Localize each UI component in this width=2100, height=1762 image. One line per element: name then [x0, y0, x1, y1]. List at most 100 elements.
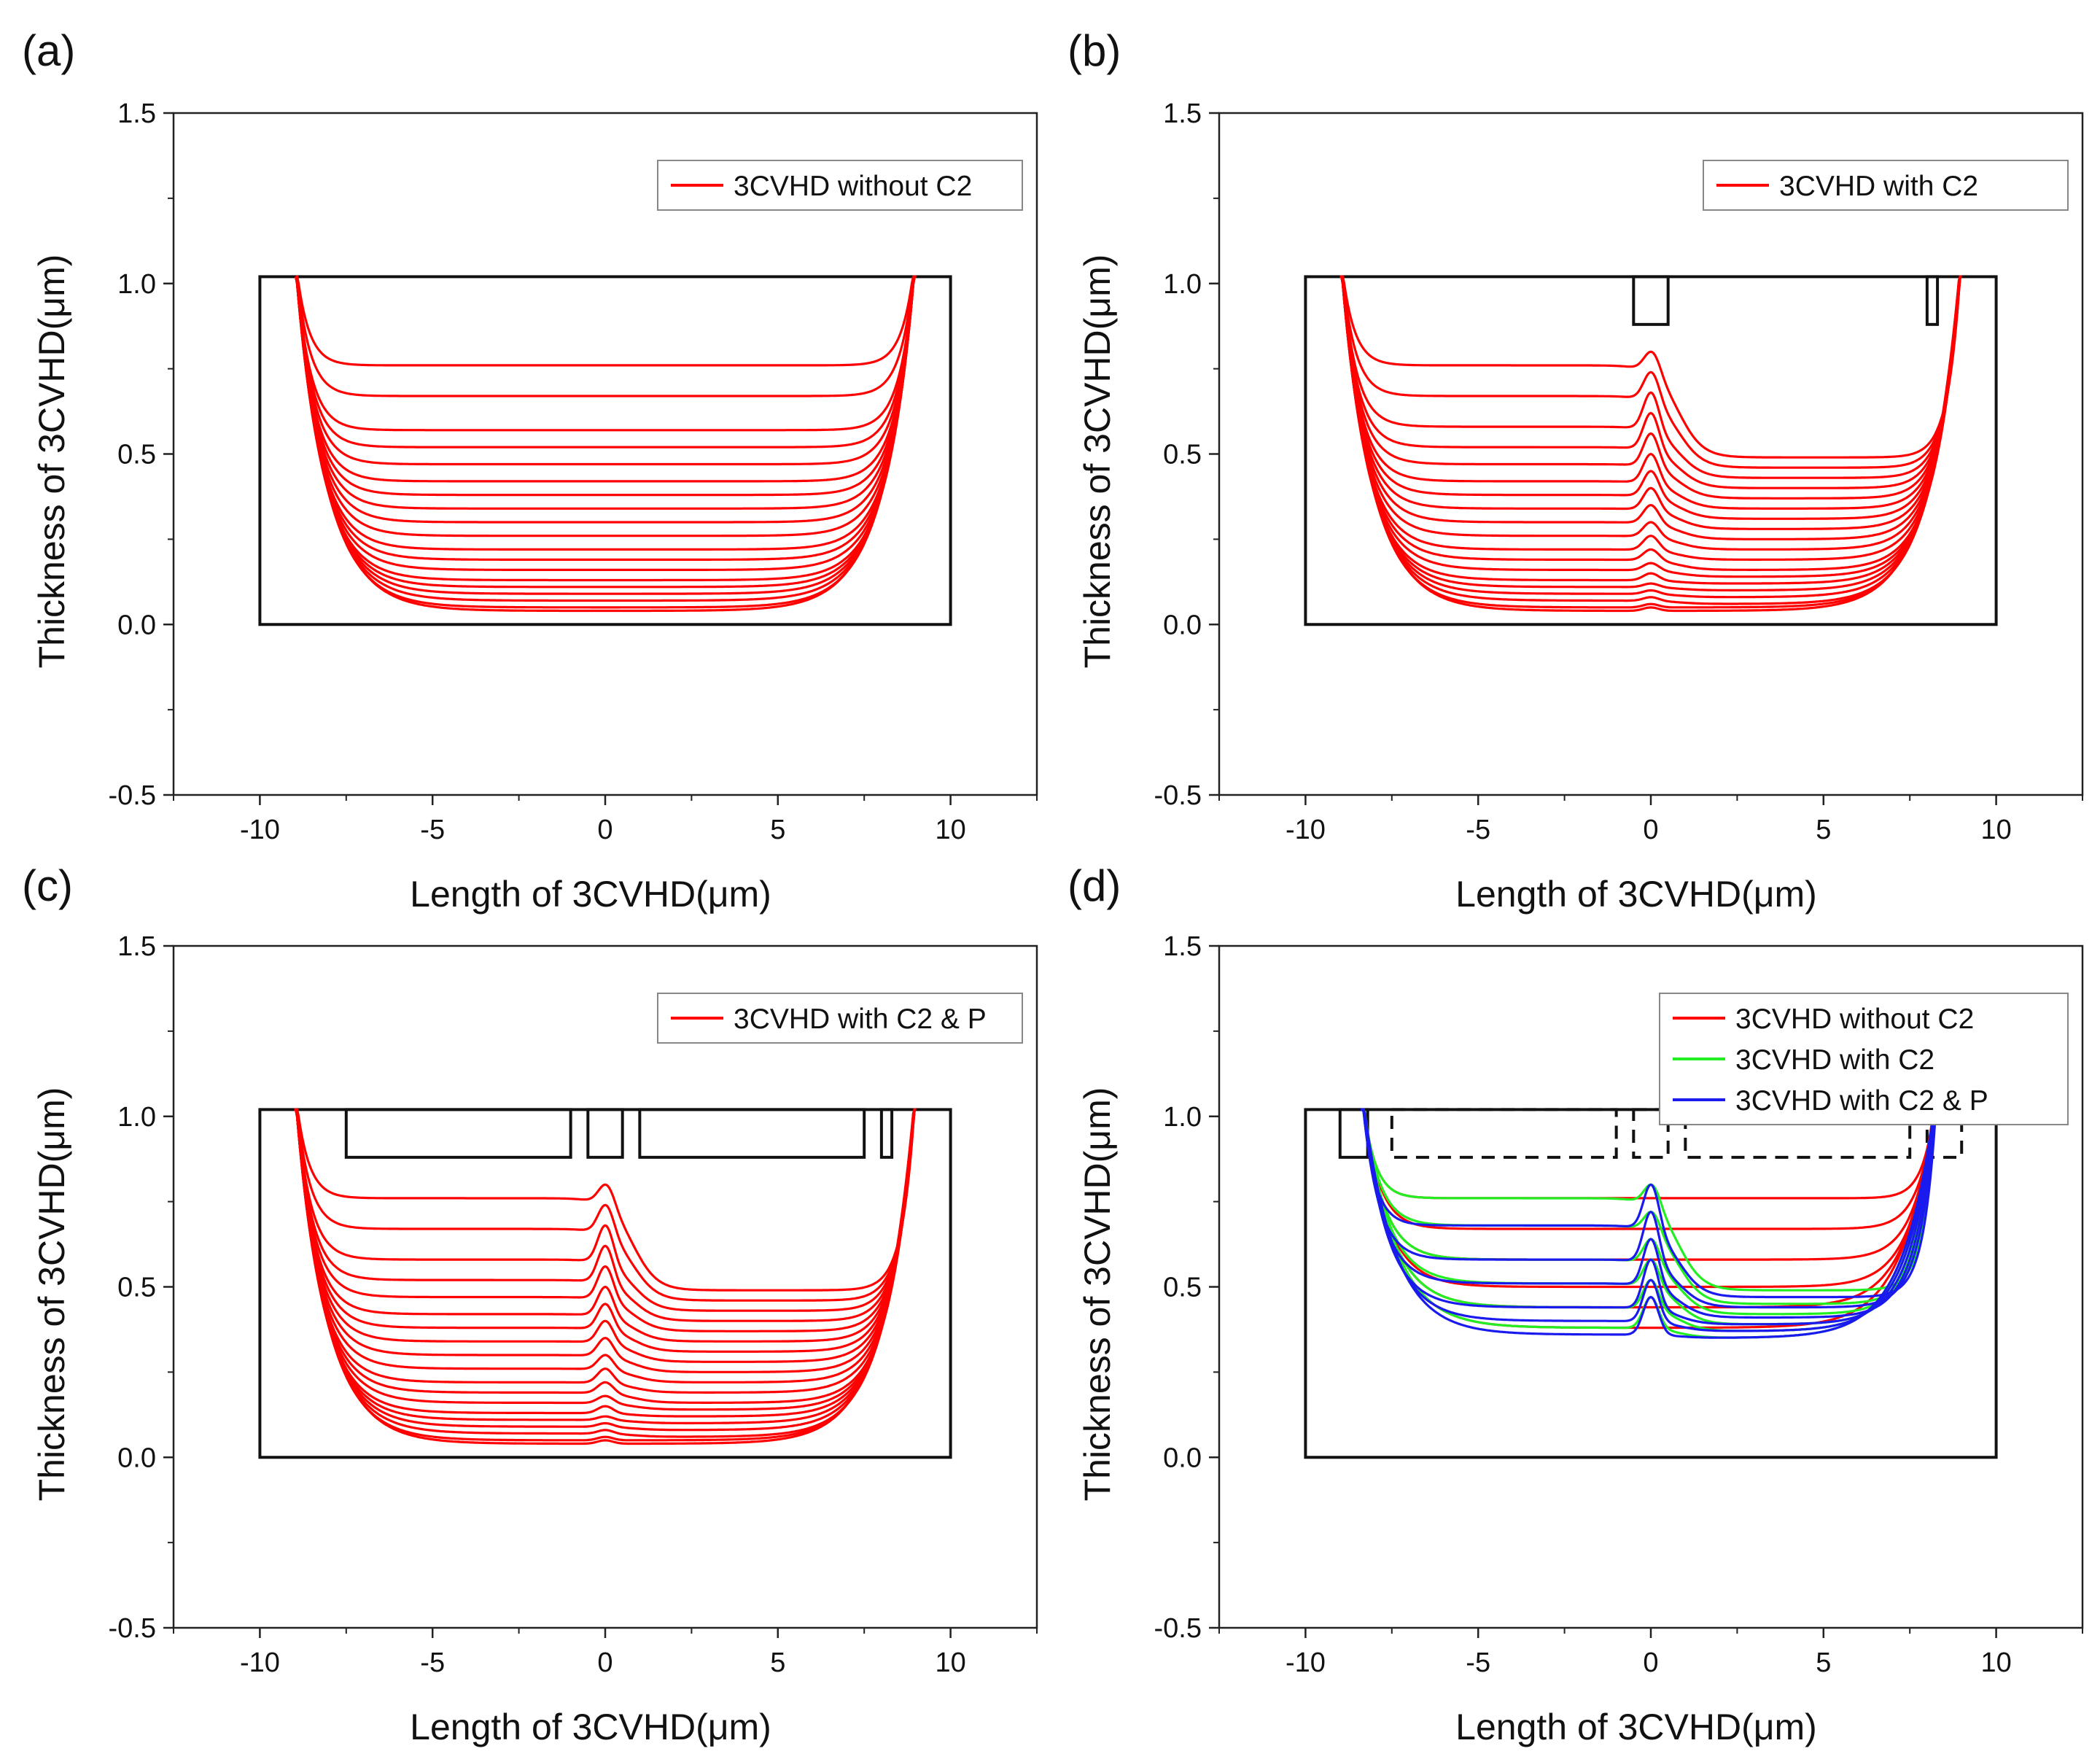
y-axis-label: Thickness of 3CVHD(μm) — [1077, 1087, 1118, 1502]
legend-label: 3CVHD with C2 — [1735, 1044, 1934, 1076]
x-tick-label: 10 — [1980, 815, 2011, 845]
series-line — [295, 275, 917, 582]
series-line — [294, 1108, 917, 1343]
y-tick-label: 0.5 — [1163, 1273, 1202, 1303]
series-line — [295, 275, 917, 589]
series-line — [294, 1108, 917, 1312]
y-axis-label: Thickness of 3CVHD(μm) — [31, 1087, 72, 1502]
contact-electrode — [879, 1108, 894, 1159]
y-tick-label: 1.0 — [117, 1102, 156, 1133]
panel-1: (a) -10 -5 0 5 10 -0.5 0.0 0.5 1.0 1.5 Length of 3C… — [22, 26, 1038, 915]
x-tick-label: 0 — [1643, 1647, 1658, 1678]
x-tick-label: -5 — [1466, 1647, 1490, 1678]
series-3cvhd-with-c2 — [1361, 1108, 1938, 1339]
y-tick-label: -0.5 — [109, 1613, 156, 1644]
series-line — [1361, 1108, 1937, 1339]
series-line — [1339, 275, 1962, 585]
plot-frame — [172, 112, 1038, 796]
series-line — [295, 275, 917, 551]
series-line — [1361, 1108, 1937, 1305]
x-tick-label: 10 — [935, 1647, 965, 1678]
series-line — [1362, 1108, 1937, 1330]
x-tick-label: -5 — [420, 1647, 445, 1678]
panel-4: (d) -10 -5 0 5 10 -0.5 0.0 0.5 1.0 1.5 Length of 3C… — [1068, 861, 2084, 1747]
y-tick-label: -0.5 — [1154, 780, 1202, 811]
contact-electrode — [1632, 275, 1670, 326]
series-line — [1361, 1108, 1937, 1326]
x-tick-label: -10 — [1286, 815, 1326, 845]
legend-label: 3CVHD with C2 — [1779, 171, 1978, 202]
y-tick-label: 0.5 — [117, 1273, 156, 1303]
series-line — [1339, 275, 1962, 479]
series-line — [294, 1108, 917, 1394]
series-line — [294, 1108, 917, 1411]
series-line — [295, 275, 917, 397]
series-line — [1339, 275, 1962, 530]
series-line — [295, 275, 917, 483]
panel-label: (a) — [22, 26, 75, 75]
contact-electrode — [344, 1108, 572, 1159]
series-line — [295, 275, 917, 449]
x-tick-label: 5 — [1816, 815, 1831, 845]
y-tick-label: 1.0 — [1163, 1102, 1202, 1133]
series-line — [295, 275, 917, 609]
series-line — [295, 275, 917, 537]
series-line — [1339, 275, 1962, 459]
series-line — [295, 275, 917, 602]
legend-label: 3CVHD with C2 & P — [1735, 1085, 1988, 1117]
x-tick-label: 0 — [597, 1647, 612, 1678]
series-line — [295, 275, 917, 561]
series-line — [294, 1108, 917, 1424]
series-line — [294, 1108, 917, 1438]
series-line — [294, 1108, 917, 1353]
x-tick-label: 0 — [597, 815, 612, 845]
series-line — [1361, 1108, 1938, 1299]
contact-electrode — [1925, 1108, 1964, 1159]
x-tick-label: -5 — [420, 815, 445, 845]
contact-electrode — [1632, 1108, 1670, 1159]
series-line — [295, 275, 917, 432]
x-tick-label: -10 — [240, 815, 280, 845]
series-line — [294, 1108, 917, 1363]
y-tick-label: 0.0 — [1163, 610, 1202, 640]
contact-electrode — [586, 1108, 624, 1159]
series-line — [294, 1108, 917, 1442]
y-tick-label: 0.0 — [117, 1443, 156, 1473]
x-tick-label: 10 — [1980, 1647, 2011, 1678]
series-line — [1339, 275, 1962, 469]
series-line — [1361, 1108, 1937, 1319]
series-line — [1361, 1108, 1937, 1309]
panel-2: (b) -10 -5 0 5 10 -0.5 0.0 0.5 1.0 1.5 Length of 3C… — [1068, 26, 2084, 915]
y-tick-label: 0.5 — [117, 440, 156, 470]
y-tick-label: 1.5 — [1163, 931, 1202, 962]
series-line — [295, 275, 917, 613]
x-tick-label: -10 — [240, 1647, 280, 1678]
series-3cvhd-without-c2 — [295, 275, 917, 613]
series-line — [295, 275, 917, 595]
legend-label: 3CVHD without C2 — [1735, 1004, 1974, 1035]
series-line — [294, 1108, 917, 1383]
y-tick-label: 1.5 — [1163, 98, 1202, 129]
series-line — [1339, 275, 1962, 571]
series-3cvhd-without-c2 — [1362, 1108, 1937, 1330]
legend-label: 3CVHD with C2 & P — [734, 1004, 987, 1035]
series-line — [1339, 275, 1962, 609]
series-line — [295, 275, 917, 571]
x-tick-label: 5 — [1816, 1647, 1831, 1678]
series-line — [1339, 275, 1962, 591]
y-tick-label: 1.0 — [1163, 269, 1202, 300]
series-line — [295, 275, 917, 510]
y-tick-label: 1.5 — [117, 931, 156, 962]
series-3cvhd-with-c2 — [1339, 275, 1962, 613]
y-tick-label: 0.5 — [1163, 440, 1202, 470]
series-line — [294, 1108, 917, 1404]
y-tick-label: 0.0 — [1163, 1443, 1202, 1473]
series-line — [1339, 275, 1962, 578]
series-line — [294, 1108, 917, 1445]
series-line — [1339, 275, 1962, 551]
series-line — [294, 1108, 917, 1332]
series-line — [1339, 275, 1962, 605]
contact-electrode — [1925, 275, 1940, 326]
series-line — [295, 275, 917, 524]
